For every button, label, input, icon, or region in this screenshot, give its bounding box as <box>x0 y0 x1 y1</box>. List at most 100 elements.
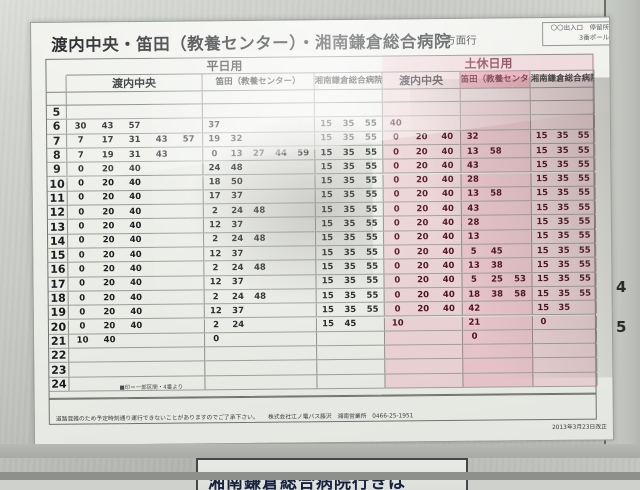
minute-value: 35 <box>339 305 361 315</box>
minute-value: 35 <box>553 245 574 255</box>
column-subheader-1 <box>203 90 315 104</box>
cell-holiday_hospital-22 <box>533 344 597 358</box>
column-header-0: 渡内中央 <box>67 74 203 92</box>
minute-value: 37 <box>226 220 248 230</box>
column-subheader-3 <box>383 89 461 103</box>
minute-value: 24 <box>226 234 248 244</box>
minute-value: 40 <box>122 207 149 217</box>
cell-holiday_fueda-7: 32 <box>461 130 531 144</box>
minute-value: 35 <box>339 276 361 286</box>
title-band: 渡内中央・笛田（教養センター）・湘南鎌倉総合病院 方面行 〇〇出入口 停留所 3… <box>45 26 593 57</box>
minute-value: 15 <box>316 219 338 229</box>
minute-value: 20 <box>95 193 122 203</box>
minute-value: 55 <box>573 159 594 169</box>
minute-value: 0 <box>68 221 95 231</box>
minute-value: 15 <box>316 248 338 258</box>
minute-value: 32 <box>461 132 484 142</box>
cell-holiday_fueda-24 <box>463 373 533 387</box>
minute-value: 24 <box>227 263 249 273</box>
cell-holiday_fueda-9: 43 <box>461 158 531 172</box>
minute-value: 20 <box>410 304 436 314</box>
minute-value: 43 <box>461 160 484 170</box>
minute-value: 59 <box>292 148 314 158</box>
minute-value: 40 <box>435 189 461 199</box>
minute-value: 0 <box>68 179 95 189</box>
minute-value: 13 <box>462 232 485 242</box>
minute-value: 40 <box>435 161 461 171</box>
minute-value: 55 <box>360 204 382 214</box>
bottom-wall-strip <box>0 444 640 458</box>
cell-holiday_fueda-13: 28 <box>462 216 532 230</box>
minute-value: 12 <box>204 220 226 230</box>
minute-value: 0 <box>384 276 410 286</box>
cell-weekday_hospital-5 <box>315 103 383 117</box>
minute-value: 15 <box>532 188 553 198</box>
hour-cell-12: 12 <box>48 206 68 219</box>
cell-holiday_watauchi-22 <box>385 345 463 359</box>
hour-column-subheader <box>47 93 67 106</box>
hour-cell-19: 19 <box>49 306 69 319</box>
minute-value: 35 <box>552 131 573 141</box>
minute-value: 24 <box>227 291 249 301</box>
minute-value: 35 <box>338 190 360 200</box>
pole-stop-name: 〇〇出入口 停留所 <box>543 22 609 33</box>
minute-value: 0 <box>383 133 409 143</box>
cell-holiday_watauchi-20: 10 <box>385 316 463 330</box>
cell-holiday_fueda-12: 43 <box>462 201 532 215</box>
minute-value: 15 <box>532 260 553 270</box>
minute-value: 0 <box>383 147 409 157</box>
minute-value: 0 <box>68 250 95 260</box>
cell-weekday_fueda-24 <box>205 375 317 389</box>
timetable-grid: 平日用 土休日用 渡内中央笛田（教養センター）湘南鎌倉総合病院渡内中央笛田（教養… <box>45 54 596 399</box>
minute-value: 40 <box>122 221 149 231</box>
minute-value: 40 <box>122 178 149 188</box>
minute-value: 20 <box>410 247 436 257</box>
minute-value: 0 <box>68 279 95 289</box>
cell-weekday_hospital-22 <box>317 346 385 360</box>
minute-value: 37 <box>227 306 249 316</box>
minute-value: 0 <box>383 176 409 186</box>
minute-value: 55 <box>361 262 383 272</box>
column-header-2: 湘南鎌倉総合病院 <box>315 73 383 91</box>
cell-weekday_fueda-23 <box>205 361 317 375</box>
minute-value: 55 <box>573 145 594 155</box>
minute-value: 40 <box>436 289 462 299</box>
minute-value: 20 <box>410 275 436 285</box>
column-header-3: 渡内中央 <box>383 72 461 90</box>
minute-value: 20 <box>95 278 122 288</box>
minute-value: 42 <box>463 303 486 313</box>
minute-value: 0 <box>385 290 411 300</box>
minute-value: 2 <box>204 263 226 273</box>
minute-value: 0 <box>385 304 411 314</box>
footer-notice: 道路混雑のため予定時刻通り運行できないことがありますのでご了承下さい。 株式会社… <box>56 410 414 422</box>
hour-cell-20: 20 <box>49 320 69 333</box>
minute-value: 55 <box>361 247 383 257</box>
minute-value: 31 <box>121 149 148 159</box>
minute-value: 35 <box>554 303 575 313</box>
minute-value: 55 <box>574 245 595 255</box>
hour-cell-5: 5 <box>47 106 67 119</box>
